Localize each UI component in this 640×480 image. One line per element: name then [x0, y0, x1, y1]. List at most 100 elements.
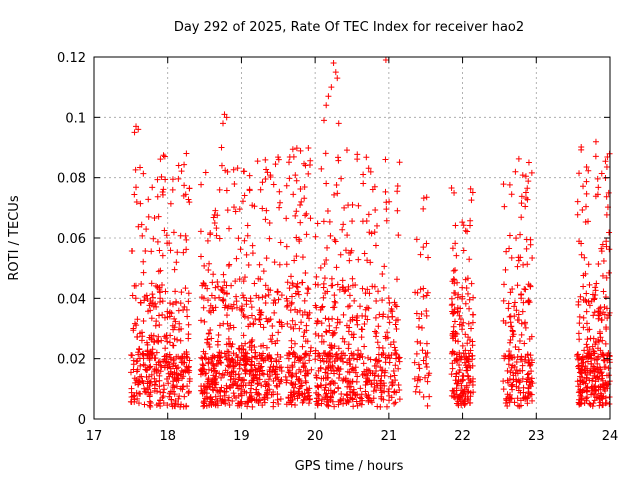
data-point	[244, 232, 251, 239]
data-point	[606, 229, 613, 236]
data-point	[415, 361, 422, 368]
data-point	[464, 395, 471, 402]
data-point	[606, 400, 613, 407]
data-point	[132, 295, 139, 302]
data-point	[284, 279, 291, 286]
data-point	[327, 397, 334, 404]
data-point	[178, 289, 185, 296]
data-point	[295, 388, 302, 395]
data-point	[254, 381, 261, 388]
data-point	[328, 84, 335, 91]
data-point	[313, 374, 320, 381]
data-point	[268, 338, 275, 345]
data-point	[159, 311, 166, 318]
data-point	[305, 389, 312, 396]
data-point	[289, 280, 296, 287]
data-point	[153, 361, 160, 368]
data-point	[382, 188, 389, 195]
data-point	[525, 356, 532, 363]
data-point	[284, 320, 291, 327]
data-point	[509, 381, 516, 388]
data-point	[459, 219, 466, 226]
data-point	[146, 334, 153, 341]
data-point	[391, 400, 398, 407]
data-point	[395, 232, 402, 239]
data-point	[330, 330, 337, 337]
data-point	[322, 350, 329, 357]
data-point	[181, 182, 188, 189]
data-point	[529, 397, 536, 404]
data-point	[290, 325, 297, 332]
data-point	[521, 340, 528, 347]
data-point	[139, 350, 146, 357]
data-point	[604, 385, 611, 392]
data-point	[599, 272, 606, 279]
data-point	[274, 288, 281, 295]
data-point	[257, 186, 264, 193]
data-point	[183, 246, 190, 253]
data-point	[272, 340, 279, 347]
data-point	[265, 286, 272, 293]
data-point	[322, 290, 329, 297]
data-point	[177, 403, 184, 410]
data-point	[578, 370, 585, 377]
data-point	[463, 364, 470, 371]
data-point	[455, 376, 462, 383]
data-point	[166, 351, 173, 358]
data-point	[528, 375, 535, 382]
data-point	[457, 387, 464, 394]
data-point	[449, 301, 456, 308]
data-point	[223, 312, 230, 319]
data-point	[453, 252, 460, 259]
data-point	[468, 280, 475, 287]
data-point	[230, 324, 237, 331]
data-point	[452, 329, 459, 336]
data-point	[260, 342, 267, 349]
data-point	[169, 301, 176, 308]
data-point	[449, 332, 456, 339]
data-point	[526, 335, 533, 342]
data-point	[423, 240, 430, 247]
data-point	[504, 367, 511, 374]
data-point	[233, 255, 240, 262]
data-point	[331, 329, 338, 336]
data-point	[206, 402, 213, 409]
data-point	[169, 176, 176, 183]
data-point	[356, 352, 363, 359]
data-point	[464, 340, 471, 347]
data-point	[284, 364, 291, 371]
data-point	[158, 173, 165, 180]
data-point	[275, 400, 282, 407]
data-point	[315, 281, 322, 288]
data-point	[260, 324, 267, 331]
data-point	[143, 339, 150, 346]
data-point	[467, 347, 474, 354]
data-point	[292, 402, 299, 409]
data-point	[213, 360, 220, 367]
data-point	[319, 355, 326, 362]
data-point	[164, 240, 171, 247]
data-point	[462, 347, 469, 354]
data-point	[225, 355, 232, 362]
data-point	[417, 251, 424, 258]
data-point	[283, 215, 290, 222]
data-point	[459, 373, 466, 380]
data-point	[151, 215, 158, 222]
data-point	[574, 211, 581, 218]
data-point	[206, 260, 213, 267]
data-point	[522, 189, 529, 196]
data-point	[594, 373, 601, 380]
data-point	[500, 317, 507, 324]
data-point	[587, 370, 594, 377]
data-point	[500, 378, 507, 385]
data-point	[387, 373, 394, 380]
data-point	[360, 360, 367, 367]
data-point	[266, 354, 273, 361]
data-point	[382, 156, 389, 163]
data-point	[132, 282, 139, 289]
data-point	[325, 316, 332, 323]
data-point	[423, 364, 430, 371]
data-point	[221, 304, 228, 311]
data-point	[354, 321, 361, 328]
data-point	[270, 389, 277, 396]
